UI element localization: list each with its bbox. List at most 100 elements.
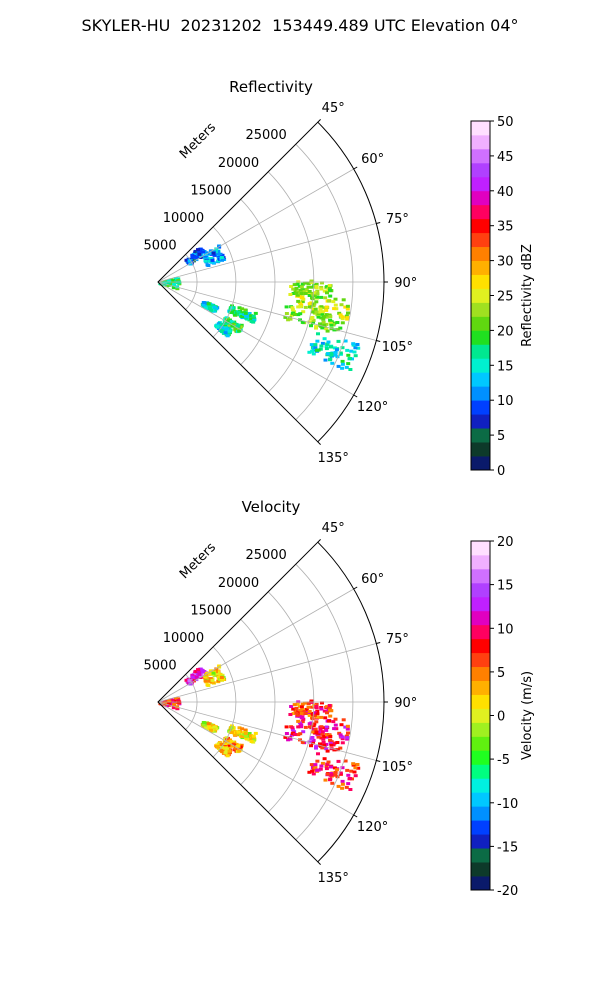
reflectivity-echo-cell <box>288 293 293 296</box>
reflectivity-echo-cell <box>252 318 257 322</box>
velocity-colorbar-swatch <box>471 582 490 598</box>
velocity-echo-cell <box>315 768 319 772</box>
velocity-azimuth-tick <box>353 586 358 590</box>
reflectivity-echo-cell <box>301 310 306 314</box>
velocity-echo-cell <box>329 743 334 747</box>
velocity-echo-cell <box>316 730 321 734</box>
velocity-echo-cell <box>294 711 299 715</box>
velocity-range-label: 25000 <box>245 548 286 563</box>
velocity-echo-cell <box>309 744 313 748</box>
reflectivity-colorbar-swatch <box>471 260 490 275</box>
reflectivity-echo-cell <box>203 259 208 263</box>
reflectivity-echo-cell <box>301 289 306 293</box>
velocity-echo-cell <box>319 725 324 729</box>
velocity-colorbar-tick-label: 10 <box>497 622 514 637</box>
reflectivity-sector-outline <box>157 121 385 443</box>
velocity-echo-cell <box>324 747 329 751</box>
velocity-echo-cell <box>214 727 219 731</box>
velocity-echo-cell <box>336 784 341 788</box>
reflectivity-echo-cell <box>314 300 319 304</box>
velocity-echo-cell <box>349 769 354 773</box>
reflectivity-echo-cell <box>324 308 329 312</box>
reflectivity-echo-cell <box>225 319 230 323</box>
velocity-azimuth-gridline <box>157 588 354 703</box>
reflectivity-echo-cell <box>332 346 337 350</box>
velocity-echo-cell <box>325 709 330 713</box>
reflectivity-echo-cell <box>352 350 357 354</box>
reflectivity-echo-cell <box>206 302 211 306</box>
reflectivity-echo-cell <box>237 306 242 310</box>
velocity-echo-cell <box>303 725 308 729</box>
reflectivity-colorbar-tick-label: 50 <box>497 115 514 130</box>
velocity-echo-cell <box>324 725 329 729</box>
reflectivity-echo-cell <box>207 259 212 263</box>
velocity-echo-cell <box>314 720 319 724</box>
velocity-echo-cell <box>289 705 294 708</box>
reflectivity-echo-cell <box>346 311 350 315</box>
reflectivity-echo-cell <box>294 291 299 295</box>
reflectivity-echo-cell <box>303 292 308 295</box>
reflectivity-echo-cell <box>204 306 209 310</box>
velocity-azimuth-tick <box>376 642 381 644</box>
reflectivity-echo-cell <box>338 351 343 355</box>
velocity-echo-cell <box>171 699 176 703</box>
reflectivity-echo-cell <box>333 297 338 301</box>
reflectivity-echo-cell <box>319 295 324 299</box>
velocity-colorbar-swatch <box>471 876 490 891</box>
velocity-echo-cell <box>306 705 311 709</box>
velocity-echo-cell <box>313 766 318 770</box>
velocity-echo-cell <box>309 763 314 767</box>
velocity-colorbar-swatch <box>471 806 490 821</box>
velocity-echo-cell <box>340 786 345 790</box>
reflectivity-echo-cell <box>217 244 222 248</box>
reflectivity-echo-cell <box>196 248 200 252</box>
velocity-echo-cell <box>203 724 208 728</box>
reflectivity-echo-cell <box>243 308 248 312</box>
velocity-echo-cell <box>314 704 319 708</box>
reflectivity-echo-cell <box>313 291 318 295</box>
reflectivity-echo-cell <box>298 312 303 316</box>
reflectivity-echo-cell <box>340 366 345 370</box>
reflectivity-echo-cell <box>193 250 198 254</box>
reflectivity-echo-cell <box>331 300 336 304</box>
velocity-echo-cell <box>356 766 361 770</box>
reflectivity-panel: Reflectivity45°60°75°90°105°120°135°5000… <box>144 78 535 479</box>
velocity-echo-cell <box>324 742 329 746</box>
reflectivity-echo-cell <box>292 283 297 287</box>
velocity-range-label: 5000 <box>144 658 177 673</box>
velocity-echo-cell <box>307 770 312 774</box>
reflectivity-echo-cell <box>215 325 220 328</box>
reflectivity-echo-cell <box>209 308 214 312</box>
reflectivity-echo-cell <box>320 312 325 316</box>
reflectivity-echo-cell <box>309 343 314 347</box>
reflectivity-azimuth-label: 120° <box>357 400 388 415</box>
velocity-echo-cell <box>240 735 245 738</box>
reflectivity-echo-cell <box>327 299 332 303</box>
velocity-panel: Velocity 45° 60° 75° 90° 105° 120° 135° 5000 1000… <box>144 498 535 899</box>
reflectivity-range-axis-label: Meters <box>177 120 219 162</box>
reflectivity-echo-cell <box>336 339 341 343</box>
velocity-echo-cell <box>340 741 345 745</box>
reflectivity-colorbar-swatch <box>471 428 490 443</box>
velocity-echo-cell <box>205 683 210 687</box>
velocity-echo-cell <box>333 773 338 777</box>
reflectivity-echo-cell <box>346 362 351 366</box>
reflectivity-echo-cell <box>340 317 345 321</box>
reflectivity-echo-cell <box>328 315 333 318</box>
reflectivity-echo-cell <box>346 353 351 357</box>
velocity-echo-cell <box>304 707 309 711</box>
velocity-echo-cell <box>307 710 312 713</box>
reflectivity-echo-cell <box>231 322 236 326</box>
velocity-echo-cell <box>206 722 211 726</box>
velocity-echo-cell <box>300 702 305 706</box>
velocity-echo-cell <box>162 703 167 707</box>
velocity-echo-cell <box>292 703 297 707</box>
reflectivity-colorbar-swatch <box>471 442 490 457</box>
velocity-echo-cell <box>312 714 317 717</box>
velocity-echo-cell <box>244 734 249 738</box>
reflectivity-echo-cell <box>212 253 217 257</box>
velocity-echo-cell <box>227 742 231 745</box>
reflectivity-echo-cell <box>167 281 172 285</box>
reflectivity-echo-cell <box>306 285 311 289</box>
velocity-echo-cell <box>299 712 304 715</box>
